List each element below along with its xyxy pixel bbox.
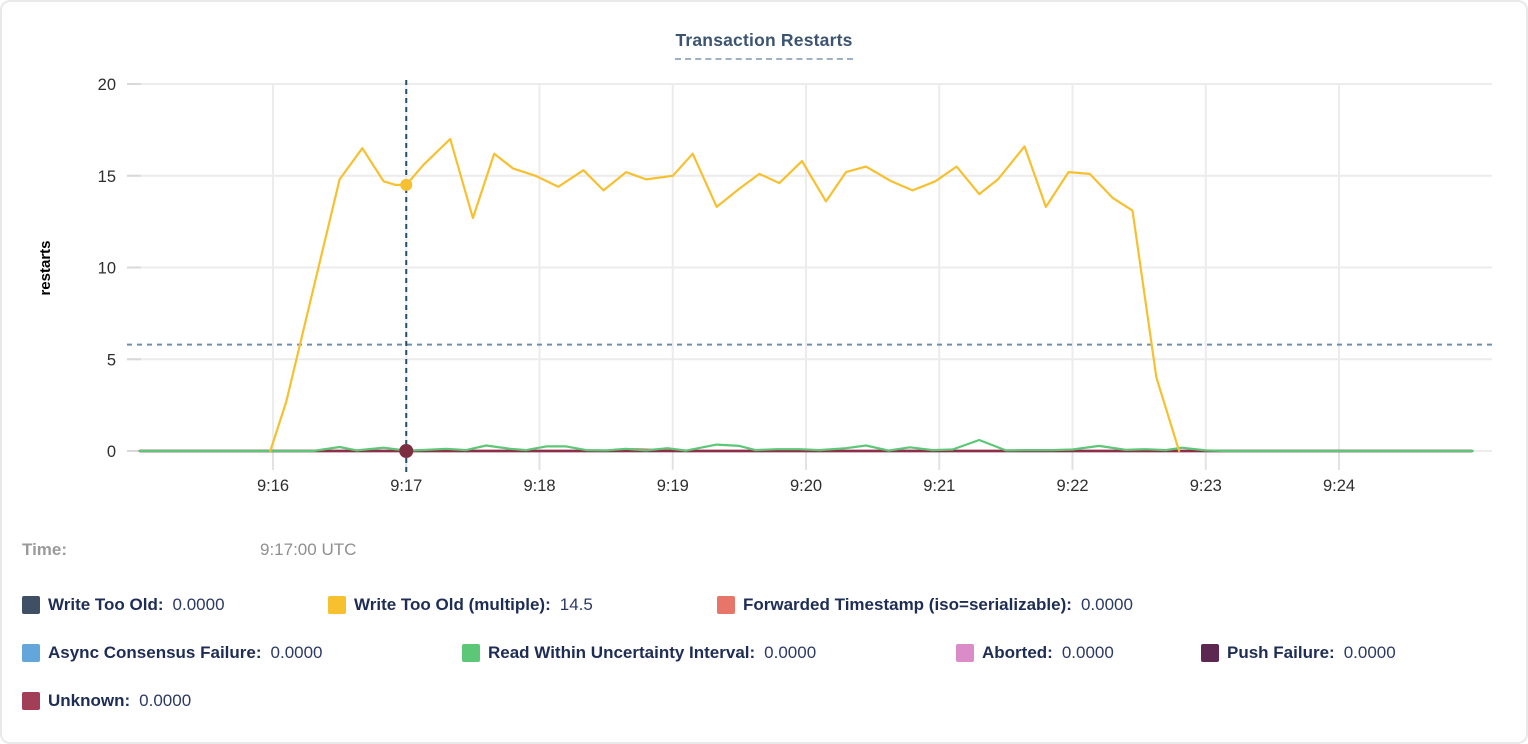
hover-time-row: Time: 9:17:00 UTC [22,540,356,560]
legend-label: Write Too Old (multiple): [354,595,551,614]
y-axis-title: restarts [37,240,54,295]
chart-header: Transaction Restarts [2,30,1526,60]
legend-swatch [956,644,974,662]
x-tick-label: 9:19 [657,477,689,495]
legend-label: Write Too Old: [48,595,164,614]
x-tick-label: 9:18 [523,477,555,495]
legend-label: Push Failure: [1227,643,1335,662]
legend-value: 0.0000 [172,595,225,614]
legend-row: Write Too Old: 0.0000 Write Too Old (multi… [22,593,1396,617]
legend-value: 0.0000 [1343,643,1396,662]
legend-item: Aborted: 0.0000 [956,643,1201,663]
legend-row: Async Consensus Failure: 0.0000 Read Withi… [22,641,1396,665]
legend-item: Write Too Old (multiple): 14.5 [328,595,717,615]
legend-swatch [462,644,480,662]
legend-value: 0.0000 [764,643,817,662]
x-tick-label: 9:21 [923,477,955,495]
legend-swatch [717,596,735,614]
legend-value: 0.0000 [270,643,323,662]
x-tick-label: 9:17 [390,477,422,495]
series-line-read-within-uncertainty-interval [138,438,1474,453]
legend-label: Aborted: [982,643,1053,662]
legend-item: Forwarded Timestamp (iso=serializable): 0… [717,595,1133,615]
legend-swatch [1201,644,1219,662]
legend-swatch [22,644,40,662]
legend-label: Forwarded Timestamp (iso=serializable): [743,595,1072,614]
y-tick-label: 15 [98,168,116,186]
legend-value: 0.0000 [1080,595,1133,614]
legend-label: Async Consensus Failure: [48,643,262,662]
y-tick-label: 20 [98,76,116,94]
legend-swatch [22,596,40,614]
y-tick-label: 5 [107,351,116,369]
legend-item: Write Too Old: 0.0000 [22,595,328,615]
series-line-write-too-old-multiple- [269,137,1181,453]
legend-value: 0.0000 [1061,643,1114,662]
time-label: Time: [22,540,68,559]
legend-row: Unknown: 0.0000 [22,689,1396,713]
legend-item: Async Consensus Failure: 0.0000 [22,643,462,663]
hover-dot-unknown [399,444,414,458]
y-tick-label: 0 [107,443,116,461]
legend-swatch [22,692,40,710]
x-tick-label: 9:23 [1190,477,1222,495]
legend-value: 14.5 [559,595,593,614]
legend-item: Push Failure: 0.0000 [1201,643,1396,663]
legend-label: Read Within Uncertainty Interval: [488,643,756,662]
transaction-restarts-chart[interactable]: 0 5 10 15 20 9:16 9:17 9:18 9:19 9:20 9:21 9:22 9:23… [2,2,1528,507]
legend-item: Read Within Uncertainty Interval: 0.0000 [462,643,956,663]
chart-title[interactable]: Transaction Restarts [675,30,853,60]
chart-legend: Write Too Old: 0.0000 Write Too Old (multi… [22,593,1396,737]
y-tick-label: 10 [98,260,116,278]
x-tick-label: 9:16 [257,477,289,495]
time-value: 9:17:00 UTC [260,540,357,559]
legend-label: Unknown: [48,691,131,710]
x-tick-label: 9:22 [1056,477,1088,495]
legend-value: 0.0000 [139,691,192,710]
legend-swatch [328,596,346,614]
hover-dot-write-too-old-multiple- [400,178,413,191]
x-tick-label: 9:24 [1323,477,1355,495]
x-tick-label: 9:20 [790,477,822,495]
legend-item: Unknown: 0.0000 [22,691,191,711]
